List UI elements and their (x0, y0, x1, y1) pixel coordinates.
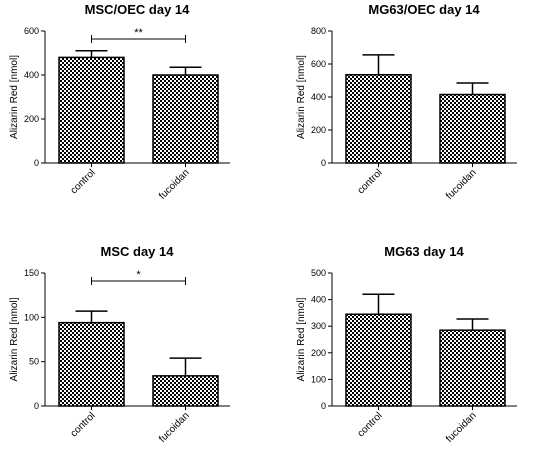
x-tick-label-control: control (69, 410, 98, 439)
y-tick-label: 0 (34, 401, 39, 411)
bar-control (345, 73, 412, 164)
bar-control (345, 313, 412, 407)
x-tick-label-control: control (69, 167, 98, 196)
y-tick-label: 200 (311, 125, 326, 135)
y-tick-label: 600 (311, 59, 326, 69)
bar-fucoidan (439, 93, 506, 164)
y-tick-label: 200 (311, 348, 326, 358)
y-tick-label: 800 (311, 26, 326, 36)
x-tick-label-fucoidan: fucoidan (444, 410, 479, 445)
y-tick-label: 150 (24, 268, 39, 278)
y-axis-label: Alizarin Red [nmol] (9, 55, 20, 139)
x-tick-label-fucoidan: fucoidan (157, 167, 192, 202)
significance-marker: * (136, 269, 141, 281)
y-axis-label: Alizarin Red [nmol] (296, 297, 307, 381)
chart-panel-3: MSC day 14 Alizarin Red [nmol] 0 50 100 150 co… (9, 244, 230, 445)
y-tick-label: 200 (24, 114, 39, 124)
y-tick-label: 400 (24, 70, 39, 80)
y-tick-label: 100 (311, 374, 326, 384)
x-tick-label-control: control (356, 410, 385, 439)
y-tick-label: 300 (311, 321, 326, 331)
y-axis-label: Alizarin Red [nmol] (9, 297, 20, 381)
chart-title: MG63 day 14 (384, 244, 464, 259)
y-tick-label: 100 (24, 312, 39, 322)
y-axis-label: Alizarin Red [nmol] (296, 55, 307, 139)
chart-panel-4: MG63 day 14 Alizarin Red [nmol] 0 100 200 300… (296, 244, 517, 445)
y-tick-label: 0 (321, 158, 326, 168)
y-tick-label: 50 (29, 357, 39, 367)
chart-panel-1: MSC/OEC day 14 Alizarin Red [nmol] 0 200 400… (9, 2, 230, 202)
bar-fucoidan (152, 375, 219, 407)
y-tick-label: 400 (311, 295, 326, 305)
chart-panel-2: MG63/OEC day 14 Alizarin Red [nmol] 0 200 40… (296, 2, 517, 202)
y-tick-label: 0 (34, 158, 39, 168)
chart-title: MG63/OEC day 14 (368, 2, 480, 17)
x-tick-label-control: control (356, 167, 385, 196)
bar-control (58, 56, 125, 164)
bar-fucoidan (152, 74, 219, 164)
y-tick-label: 500 (311, 268, 326, 278)
x-tick-label-fucoidan: fucoidan (157, 410, 192, 445)
x-tick-label-fucoidan: fucoidan (444, 167, 479, 202)
significance-marker: ** (134, 27, 143, 39)
bar-fucoidan (439, 329, 506, 407)
chart-title: MSC day 14 (101, 244, 175, 259)
y-tick-label: 400 (311, 92, 326, 102)
chart-title: MSC/OEC day 14 (85, 2, 191, 17)
y-tick-label: 0 (321, 401, 326, 411)
y-tick-label: 600 (24, 26, 39, 36)
bar-control (58, 321, 125, 407)
